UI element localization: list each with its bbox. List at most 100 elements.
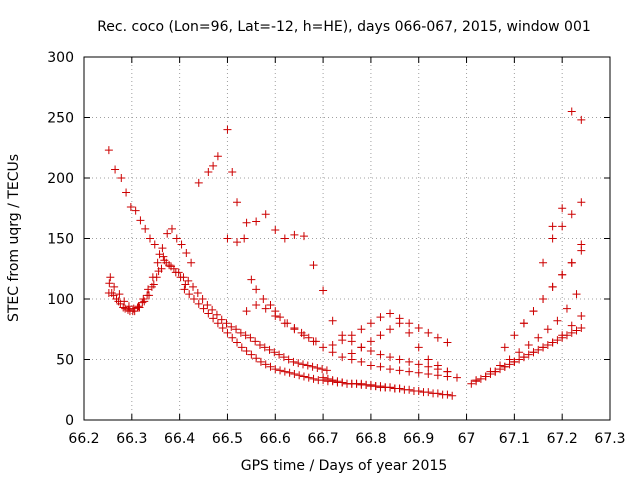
data-point [124,302,133,311]
data-point [177,240,186,249]
data-point [323,374,332,383]
data-point [433,333,442,342]
data-point [338,378,347,387]
data-point [289,357,298,366]
data-point [284,355,293,364]
data-point [120,297,129,306]
data-point [572,290,581,299]
data-point [126,203,135,212]
data-point [386,365,395,374]
data-point [328,376,337,385]
data-point [167,224,176,233]
data-point [338,336,347,345]
data-point [352,379,361,388]
data-point [110,282,119,291]
data-point [135,303,144,312]
data-point [319,286,328,295]
data-point [237,343,246,352]
data-point [505,355,514,364]
data-point [261,210,270,219]
data-point [405,328,414,337]
data-point [148,273,157,282]
data-point [386,309,395,318]
data-point [424,355,433,364]
data-point [154,267,163,276]
data-point [515,348,524,357]
data-point [223,328,232,337]
data-point [105,279,114,288]
data-point [529,307,538,316]
data-point [228,333,237,342]
data-point [548,222,557,231]
data-point [366,361,375,370]
data-point [424,370,433,379]
data-point [500,362,509,371]
data-point [366,319,375,328]
data-point [443,338,452,347]
axes [83,56,611,421]
data-point [266,301,275,310]
data-point [567,107,576,116]
data-point [577,324,586,333]
data-point [259,295,268,303]
data-point [448,391,457,400]
data-point [252,285,261,294]
tick-labels: 66.2 66.3 66.4 66.5 66.6 66.7 66.8 66.9 67 67.1 67… [47,50,625,447]
data-point [424,328,433,337]
data-point [308,362,317,371]
data-point [562,304,571,313]
data-point [261,360,270,369]
data-point [189,282,198,291]
data-point [294,359,303,368]
y-tick-label: 250 [47,111,74,127]
data-point [572,326,581,335]
data-point [203,301,212,310]
data-point [213,152,222,161]
x-tick-label: 67.1 [499,431,530,447]
data-point [172,234,181,243]
data-point [145,234,154,243]
data-point [376,331,385,340]
data-point [424,362,433,371]
data-point [271,226,280,235]
data-point [357,357,366,366]
data-point [299,331,308,340]
data-point [233,238,242,247]
data-point [386,353,395,362]
data-point [553,336,562,345]
y-tick-label: 150 [47,232,74,248]
data-point [266,362,275,371]
data-point [209,161,218,170]
y-tick-label: 300 [47,50,74,66]
data-point [252,217,261,226]
x-tick-label: 67.3 [594,431,625,447]
data-point [198,295,207,303]
data-point [290,230,299,239]
data-point [129,304,138,313]
data-point [558,331,567,340]
data-point [414,368,423,377]
data-point [395,384,404,393]
data-point [366,347,375,356]
data-point [414,386,423,395]
data-point [510,331,519,340]
data-point [252,301,261,310]
data-point [567,321,576,330]
x-tick-label: 66.6 [260,431,291,447]
data-point [299,360,308,369]
y-tick-label: 200 [47,171,74,187]
data-point [476,374,485,383]
data-point [150,240,159,249]
data-point [139,295,148,303]
data-point [265,345,274,354]
data-point [242,347,251,356]
data-point [362,380,371,389]
data-point [134,302,143,311]
data-point [144,285,153,294]
data-point [193,288,202,297]
data-point [558,204,567,213]
data-point [217,315,226,324]
data-point [115,290,124,299]
